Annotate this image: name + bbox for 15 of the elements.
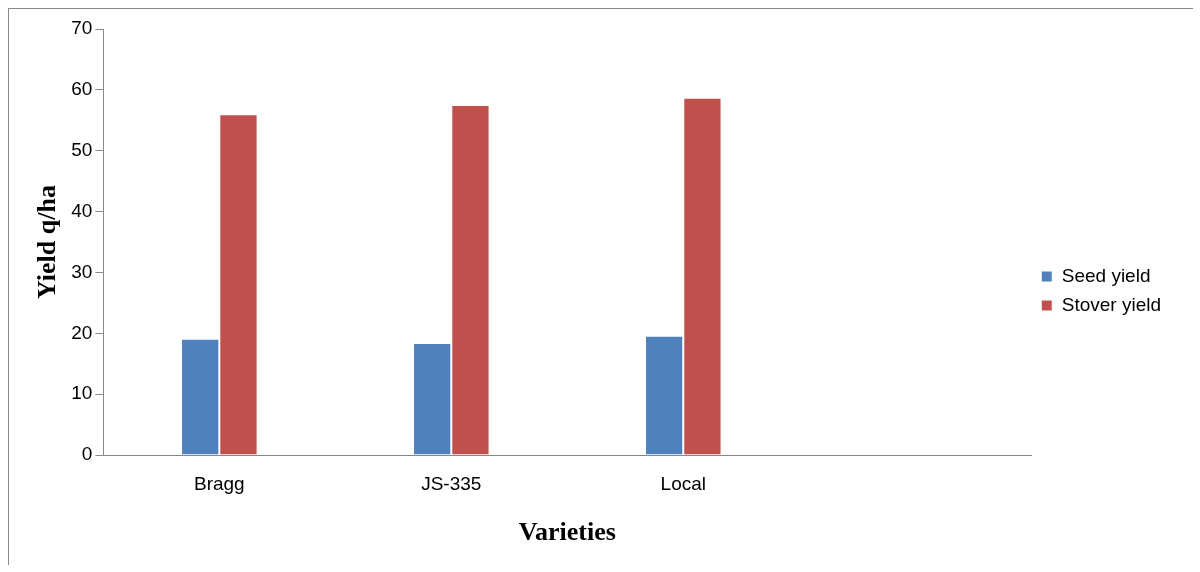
x-axis-title: Varieties xyxy=(518,517,616,547)
y-tick-label: 10 xyxy=(71,382,93,404)
x-tick-label: Local xyxy=(660,472,706,494)
x-tick-label: Bragg xyxy=(193,472,245,494)
y-tick-label: 0 xyxy=(81,443,93,465)
y-tick-label: 40 xyxy=(71,199,93,221)
y-tick-label: 70 xyxy=(71,17,93,39)
x-tick-label: JS-335 xyxy=(421,472,482,494)
y-tick-label: 60 xyxy=(71,78,93,100)
legend-label: Stover yield xyxy=(1061,293,1162,315)
y-tick-label: 20 xyxy=(71,321,93,343)
y-tick-label: 50 xyxy=(71,138,93,160)
legend-label: Seed yield xyxy=(1061,264,1151,286)
y-tick-label: 30 xyxy=(71,260,93,282)
y-axis-title: Yield q/ha xyxy=(32,185,62,299)
